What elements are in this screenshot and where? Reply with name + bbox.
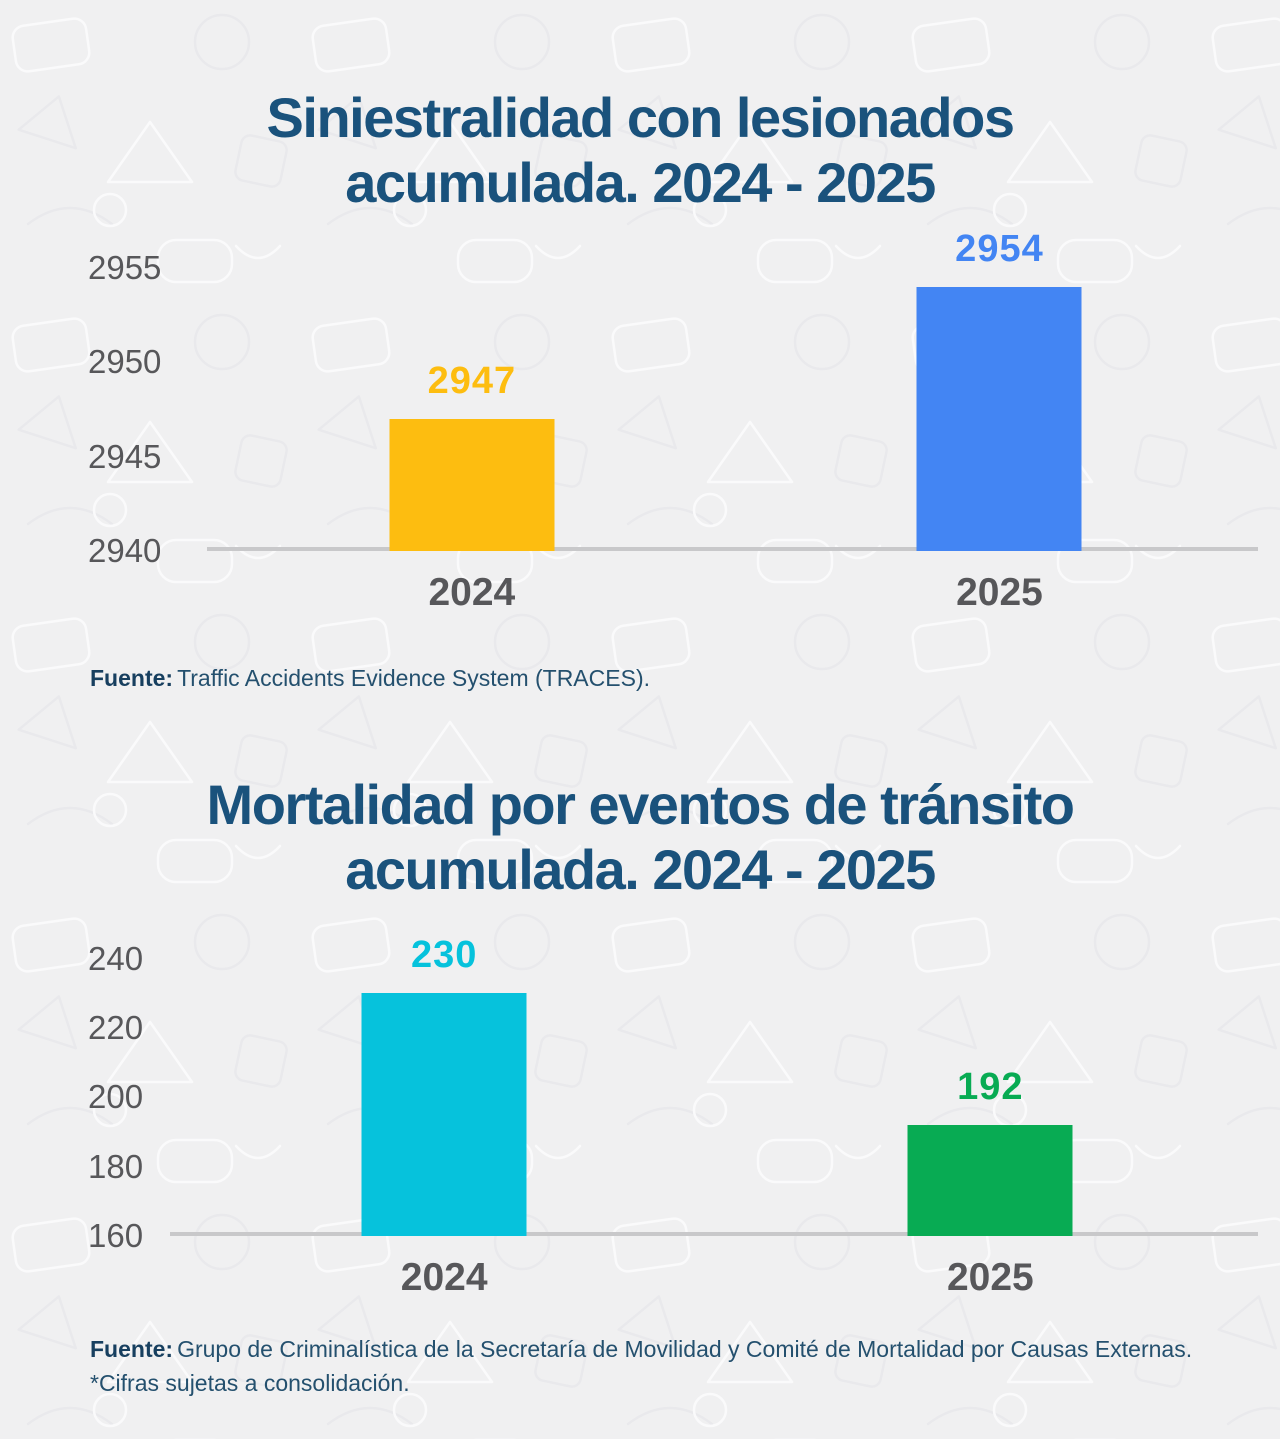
plot-area: 230 192 xyxy=(170,934,1258,1236)
chart-area: 2955 2950 2945 2940 2947 2954 xyxy=(0,228,1280,569)
x-category-label: 2025 xyxy=(956,570,1043,614)
y-axis: 240 220 200 180 160 xyxy=(88,940,198,1254)
source-text: Grupo de Criminalística de la Secretaría… xyxy=(177,1335,1193,1362)
x-axis: 2024 2025 xyxy=(207,571,1258,615)
y-tick-label: 180 xyxy=(88,1147,144,1185)
title-line-1: Siniestralidad con lesionados xyxy=(266,86,1015,149)
x-axis-line xyxy=(207,546,1258,551)
bar-value-label: 192 xyxy=(957,1066,1024,1109)
x-category-label: 2025 xyxy=(946,1255,1034,1299)
chart-area: 240 220 200 180 160 230 192 xyxy=(0,934,1280,1254)
bar-value-label: 230 xyxy=(410,934,478,977)
x-category-label: 2024 xyxy=(400,1255,488,1299)
y-tick-label: 2955 xyxy=(88,248,162,286)
source-note: Fuente: Traffic Accidents Evidence System… xyxy=(0,661,1280,695)
footnote: *Cifras sujetas a consolidación. xyxy=(90,1369,410,1396)
y-tick-label: 2950 xyxy=(88,343,162,381)
chart-section-mortalidad: Mortalidad por eventos de tránsito acumu… xyxy=(0,695,1280,1400)
chart-section-siniestralidad: Siniestralidad con lesionados acumulada.… xyxy=(0,0,1280,695)
chart-title-mortalidad: Mortalidad por eventos de tránsito acumu… xyxy=(0,773,1280,903)
source-text: Traffic Accidents Evidence System (TRACE… xyxy=(177,664,650,691)
bar-value-label: 2954 xyxy=(955,227,1044,270)
source-label: Fuente: xyxy=(90,664,174,691)
title-line-2: acumulada. 2024 - 2025 xyxy=(345,150,936,214)
x-axis: 2024 2025 xyxy=(170,1256,1258,1300)
bar-2024: 230 xyxy=(361,934,527,1236)
y-tick-label: 2945 xyxy=(88,437,162,475)
chart-title-siniestralidad: Siniestralidad con lesionados acumulada.… xyxy=(0,86,1280,216)
source-note: Fuente: Grupo de Criminalística de la Sec… xyxy=(0,1332,1280,1366)
bar-value-label: 2947 xyxy=(427,359,517,402)
y-tick-label: 240 xyxy=(88,939,144,977)
bar-2025: 192 xyxy=(907,1066,1073,1236)
x-category-label: 2024 xyxy=(428,570,516,614)
x-axis-line xyxy=(170,1231,1258,1236)
content: Siniestralidad con lesionados acumulada.… xyxy=(0,0,1280,1400)
title-line-2: acumulada. 2024 - 2025 xyxy=(345,837,936,901)
title-line-1: Mortalidad por eventos de tránsito xyxy=(206,772,1075,836)
y-tick-label: 220 xyxy=(88,1009,144,1047)
y-tick-label: 160 xyxy=(88,1216,144,1254)
y-tick-label: 2940 xyxy=(88,531,162,569)
y-axis: 2955 2950 2945 2940 xyxy=(88,249,198,569)
source-label: Fuente: xyxy=(90,1335,174,1362)
y-tick-label: 200 xyxy=(88,1078,144,1116)
bar-2024: 2947 xyxy=(389,360,555,551)
bar-2025: 2954 xyxy=(916,228,1082,551)
plot-area: 2947 2954 xyxy=(207,228,1258,551)
